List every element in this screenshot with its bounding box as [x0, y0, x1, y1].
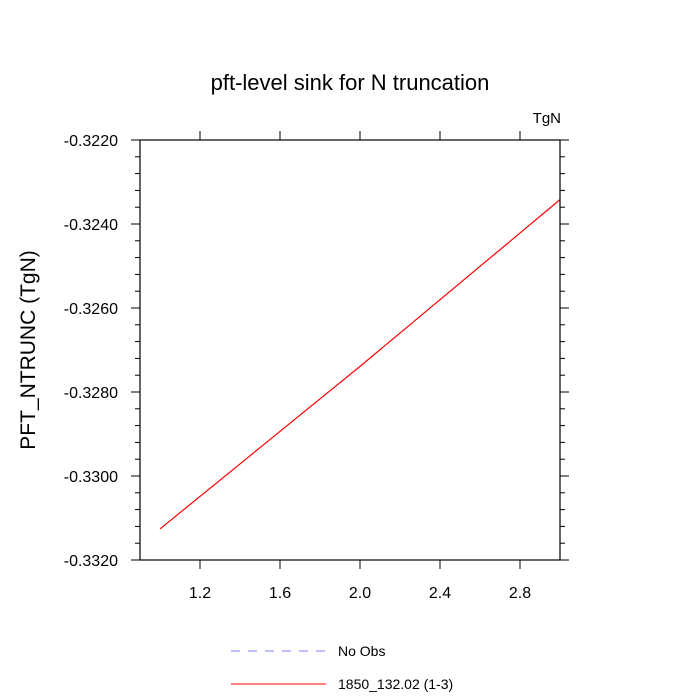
- y-tick-label: -0.3320: [64, 553, 118, 570]
- axis-ticks: [131, 131, 569, 569]
- x-tick-label: 2.8: [509, 585, 531, 602]
- series-line-1: [159, 199, 561, 530]
- tick-labels: 1.2 1.6 2.0 2.4 2.8 -0.3320 -0.3300 -0.3280 -0.3…: [64, 133, 531, 602]
- x-tick-label: 1.6: [269, 585, 291, 602]
- units-label: TgN: [533, 110, 561, 127]
- x-tick-label: 2.0: [349, 585, 371, 602]
- chart-title: pft-level sink for N truncation: [211, 70, 490, 95]
- y-axis-label: PFT_NTRUNC (TgN): [17, 250, 40, 450]
- x-tick-label: 1.2: [189, 585, 211, 602]
- legend-label-0: No Obs: [338, 643, 385, 659]
- y-tick-label: -0.3240: [64, 217, 118, 234]
- y-tick-label: -0.3220: [64, 133, 118, 150]
- y-tick-label: -0.3300: [64, 469, 118, 486]
- plot-frame: [139, 139, 561, 561]
- series-layer: [159, 199, 561, 530]
- legend: No Obs 1850_132.02 (1-3): [231, 643, 453, 692]
- y-tick-label: -0.3280: [64, 385, 118, 402]
- legend-label-1: 1850_132.02 (1-3): [338, 676, 453, 692]
- y-tick-label: -0.3260: [64, 301, 118, 318]
- x-tick-label: 2.4: [429, 585, 451, 602]
